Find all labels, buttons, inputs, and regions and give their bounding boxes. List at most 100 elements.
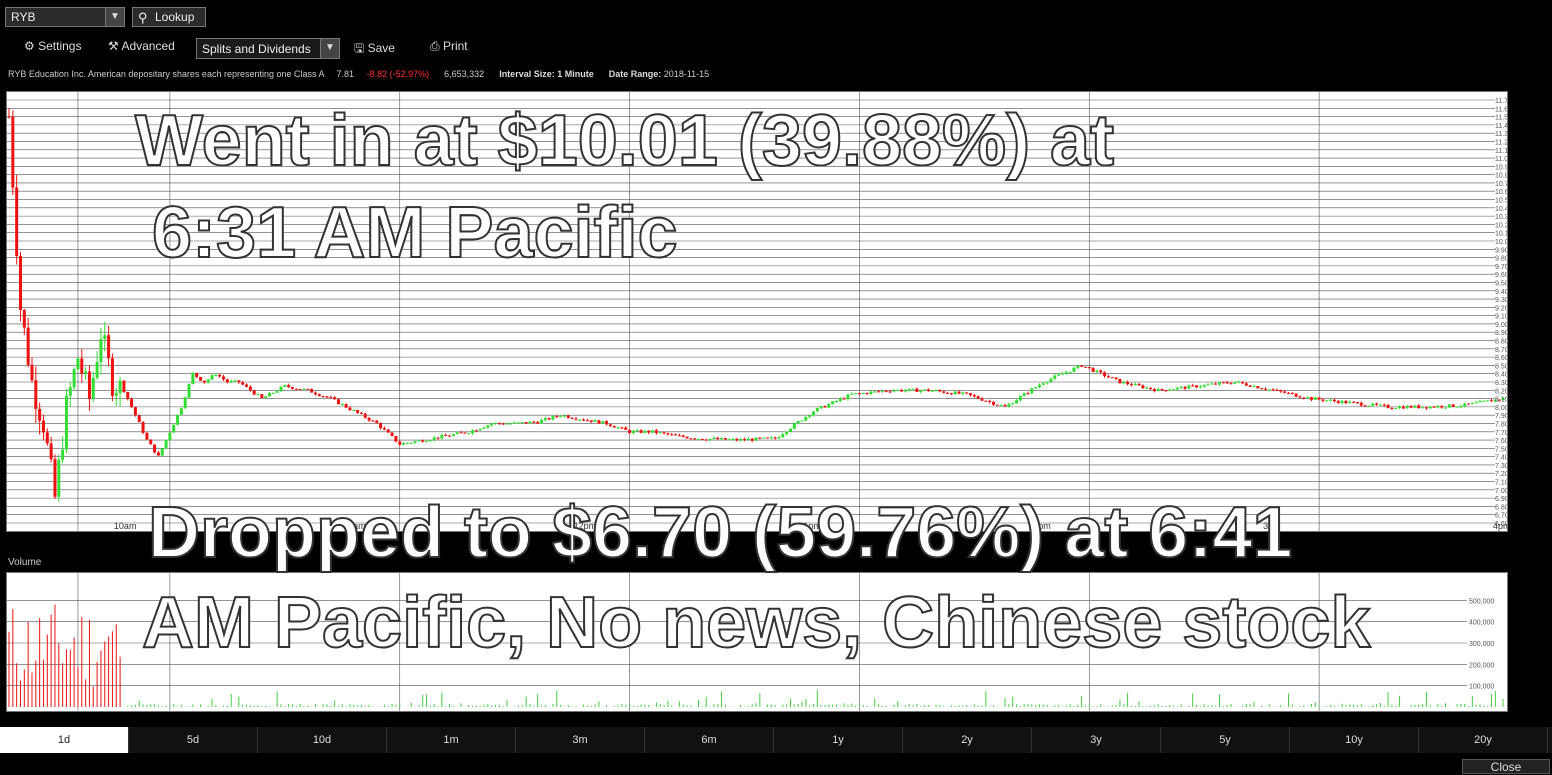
candle-body (578, 419, 582, 421)
candle-body (1294, 393, 1298, 397)
volume-chart[interactable]: 500,000 400,000 300,000 200,000 100,000 (6, 572, 1508, 712)
candle-body (107, 335, 111, 359)
print-button[interactable]: ⎙ Print (430, 39, 468, 59)
candle-body (1175, 387, 1179, 390)
candle-body (110, 358, 114, 396)
candle-body (1260, 388, 1264, 390)
y-tick-label: 9.50 (1495, 280, 1507, 287)
candle-body (1122, 381, 1126, 384)
candle-body (95, 361, 99, 378)
candle-body (980, 398, 984, 401)
period-button-2y[interactable]: 2y (903, 727, 1032, 753)
y-tick-label: 8.20 (1495, 388, 1507, 395)
price-chart[interactable]: 10am 11am 12pm 1pm 2pm 3pm 4pm 6.60 6.70 6.80 6.90… (6, 91, 1513, 532)
candle-body (854, 393, 858, 395)
period-button-1d[interactable]: 1d (0, 727, 129, 753)
candle-body (777, 437, 781, 439)
candle-body (153, 444, 157, 453)
candle-body (1451, 404, 1455, 407)
period-button-3m[interactable]: 3m (516, 727, 645, 753)
candle-body (130, 398, 134, 408)
candle-body (769, 437, 773, 439)
candle-body (700, 438, 704, 440)
settings-button[interactable]: ⚙ Settings (24, 39, 81, 59)
candle-body (1332, 399, 1336, 402)
candle-body (704, 439, 708, 441)
period-button-20y[interactable]: 20y (1419, 727, 1548, 753)
candle-body (1283, 391, 1287, 393)
candle-body (1129, 384, 1133, 386)
period-button-5y[interactable]: 5y (1161, 727, 1290, 753)
candle-body (1060, 373, 1064, 375)
candle-body (1225, 382, 1229, 384)
y-tick-label: 8.80 (1495, 339, 1507, 346)
candle-body (712, 437, 716, 439)
candle-body (796, 421, 800, 424)
y-tick-label: 10.00 (1495, 239, 1507, 246)
candle-body (467, 433, 471, 435)
candle-body (773, 437, 777, 439)
candle-body (869, 391, 873, 394)
candle-body (1214, 383, 1218, 385)
close-button[interactable]: Close (1462, 759, 1550, 774)
advanced-button[interactable]: ⚒ Advanced (108, 39, 175, 59)
candle-body (1037, 384, 1041, 388)
candle-body (1279, 390, 1283, 392)
candle-body (1210, 383, 1214, 385)
y-tick-label: 10.80 (1495, 173, 1507, 180)
period-button-10y[interactable]: 10y (1290, 727, 1419, 753)
y-tick-label: 7.70 (1495, 430, 1507, 437)
candle-body (1026, 393, 1030, 395)
y-tick-label: 6.70 (1495, 513, 1507, 520)
period-button-1m[interactable]: 1m (387, 727, 516, 753)
candle-body (459, 432, 463, 434)
candle-body (842, 398, 846, 400)
candle-body (1344, 400, 1348, 404)
candle-body (1110, 377, 1114, 379)
period-button-6m[interactable]: 6m (645, 727, 774, 753)
period-button-3y[interactable]: 3y (1032, 727, 1161, 753)
candle-body (386, 429, 390, 433)
candle-body (681, 435, 685, 437)
candle-body (1164, 389, 1168, 391)
candle-body (225, 379, 229, 383)
candle-body (428, 440, 432, 442)
x-tick-label: 4pm (1493, 521, 1507, 531)
candle-body (1064, 372, 1068, 374)
period-button-1y[interactable]: 1y (774, 727, 903, 753)
y-tick-label: 11.60 (1495, 106, 1507, 113)
period-button-5d[interactable]: 5d (129, 727, 258, 753)
y-tick-label: 9.90 (1495, 247, 1507, 254)
candle-body (1218, 382, 1222, 385)
volume-panel-label: Volume (8, 557, 42, 568)
candle-body (888, 391, 892, 393)
candle-body (1252, 386, 1256, 388)
candle-body (605, 421, 609, 425)
candle-body (720, 438, 724, 440)
candle-body (145, 432, 149, 440)
candle-body (126, 391, 130, 399)
y-tick-label: 10.30 (1495, 214, 1507, 221)
candle-body (114, 393, 118, 396)
candle-body (252, 390, 256, 395)
candle-body (1126, 381, 1130, 385)
candle-body (264, 396, 268, 399)
y-tick-label: 8.30 (1495, 380, 1507, 387)
symbol-input[interactable]: RYB ▼ (5, 7, 125, 27)
candle-body (923, 389, 927, 391)
candle-body (160, 448, 164, 456)
candle-body (608, 424, 612, 427)
chevron-down-icon[interactable]: ▼ (320, 39, 339, 58)
candle-body (1152, 389, 1156, 392)
period-button-10d[interactable]: 10d (258, 727, 387, 753)
chevron-down-icon[interactable]: ▼ (105, 8, 124, 26)
price-change: -8.82 (-52.97%) (366, 69, 430, 79)
lookup-button[interactable]: ⚲ Lookup (132, 7, 206, 27)
candle-body (248, 386, 252, 391)
candle-body (463, 432, 467, 434)
candle-body (628, 429, 632, 433)
save-button[interactable]: 🖫 Save (354, 39, 395, 59)
candle-body (1133, 383, 1137, 386)
print-label: Print (442, 39, 468, 53)
splits-dividends-select[interactable]: Splits and Dividends ▼ (196, 38, 340, 59)
